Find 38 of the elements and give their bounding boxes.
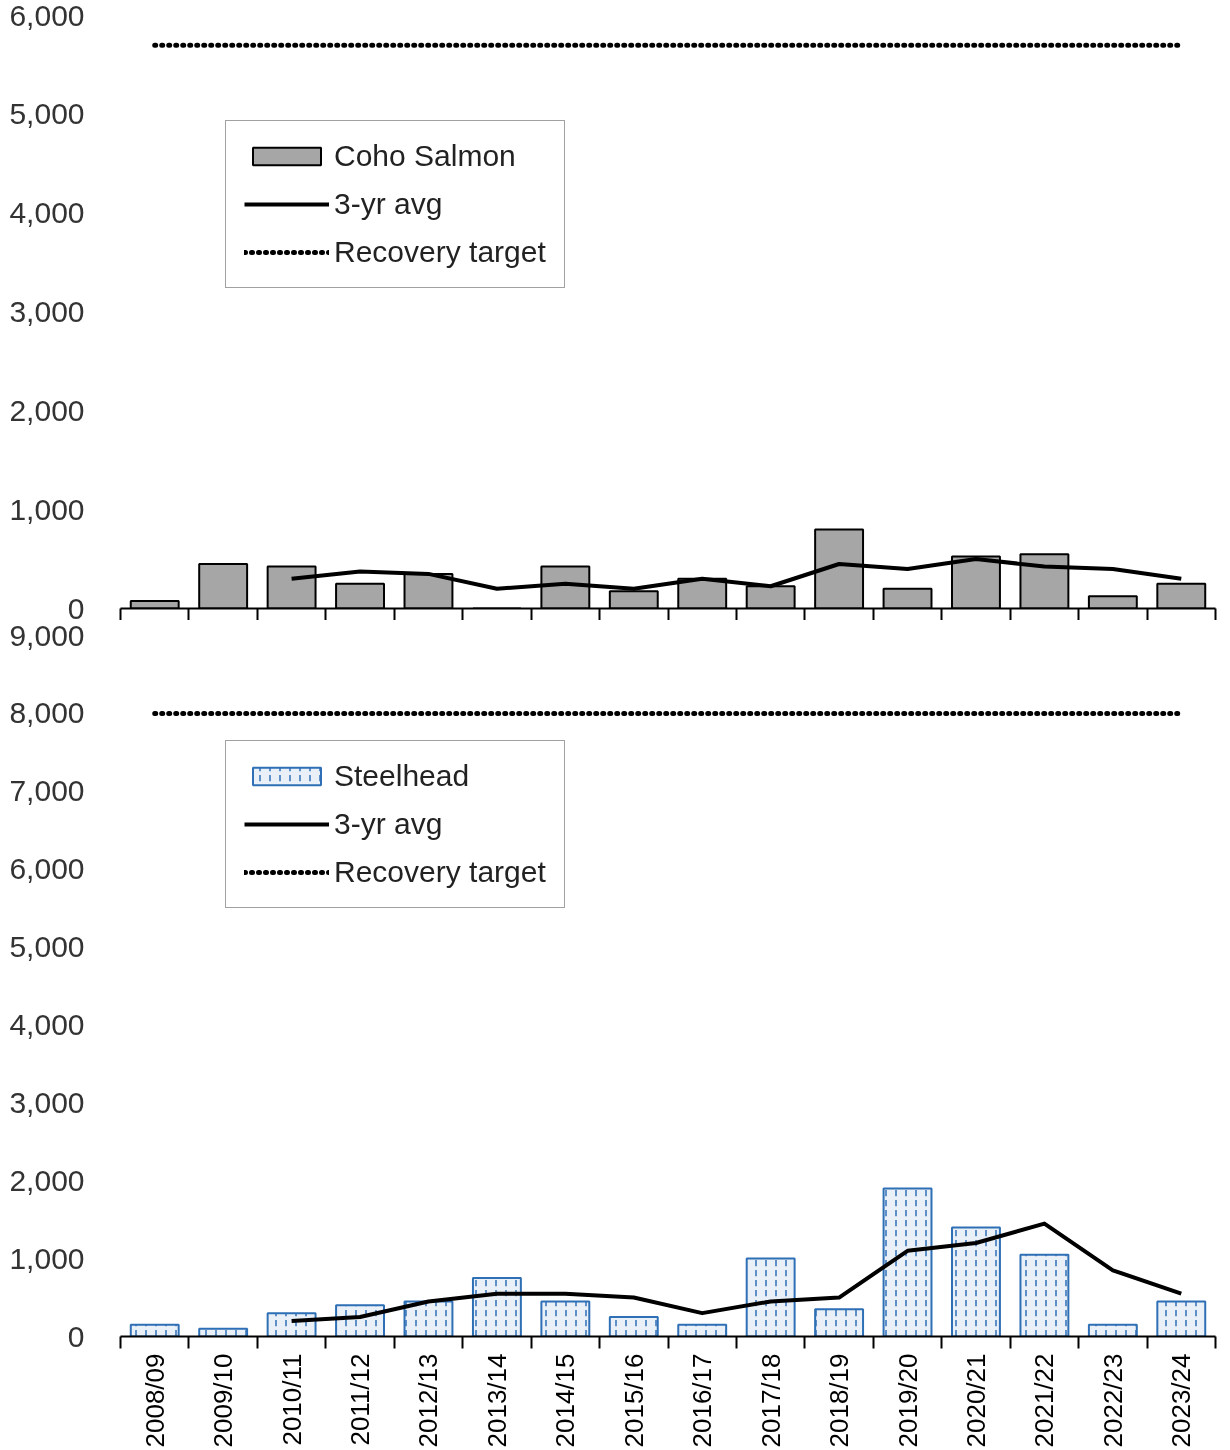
legend-label: Recovery target xyxy=(334,235,546,269)
x-tick-label: 2008/09 xyxy=(139,1353,170,1448)
y-tick-label: 7,000 xyxy=(9,774,85,808)
y-tick-label: 1,000 xyxy=(9,1241,85,1275)
x-tick-label: 2014/15 xyxy=(550,1353,581,1448)
y-tick-label: 6,000 xyxy=(9,0,85,32)
legend-label: 3-yr avg xyxy=(334,187,443,221)
x-tick-label: 2020/21 xyxy=(960,1353,991,1448)
x-tick-label: 2015/16 xyxy=(618,1353,649,1448)
legend-label: Recovery target xyxy=(334,855,546,889)
x-tick-label: 2017/18 xyxy=(755,1353,786,1448)
x-tick-label: 2019/20 xyxy=(892,1353,923,1448)
x-tick-label: 2011/12 xyxy=(345,1353,376,1446)
x-tick-label: 2021/22 xyxy=(1029,1353,1060,1448)
y-tick-label: 0 xyxy=(67,1319,85,1353)
y-tick-label: 1,000 xyxy=(9,492,85,526)
y-tick-label: 4,000 xyxy=(9,1007,85,1041)
x-tick-label: 2012/13 xyxy=(413,1353,444,1448)
x-tick-label: 2023/24 xyxy=(1166,1353,1197,1448)
legend-label: Coho Salmon xyxy=(334,139,516,173)
y-tick-label: 4,000 xyxy=(9,196,85,230)
y-tick-label: 8,000 xyxy=(9,696,85,730)
x-tick-label: 2010/11 xyxy=(276,1353,307,1446)
line-series xyxy=(289,1221,1184,1323)
y-tick-label: 3,000 xyxy=(9,1085,85,1119)
x-tick-label: 2018/19 xyxy=(824,1353,855,1448)
x-tick-label: 2009/10 xyxy=(208,1353,239,1448)
legend-label: Steelhead xyxy=(334,759,470,793)
y-tick-label: 2,000 xyxy=(9,393,85,427)
legend-label: 3-yr avg xyxy=(334,807,443,841)
x-tick-label: 2016/17 xyxy=(687,1353,718,1448)
y-tick-label: 3,000 xyxy=(9,295,85,328)
y-tick-label: 5,000 xyxy=(9,97,85,131)
y-tick-label: 5,000 xyxy=(9,930,85,964)
y-tick-label: 6,000 xyxy=(9,852,85,886)
x-tick-label: 2013/14 xyxy=(481,1353,512,1448)
x-tick-label: 2022/23 xyxy=(1097,1353,1128,1448)
y-tick-label: 2,000 xyxy=(9,1163,85,1197)
